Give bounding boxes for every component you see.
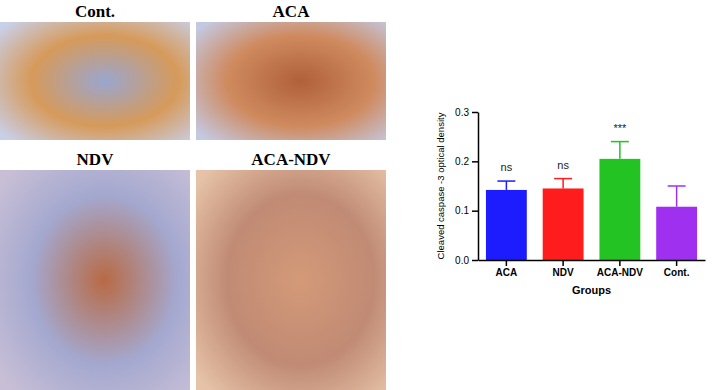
micrograph xyxy=(0,22,190,140)
error-bar xyxy=(554,179,572,189)
error-bar xyxy=(497,181,515,190)
x-tick-mark xyxy=(619,260,621,266)
y-tick-label: 0.0 xyxy=(455,255,469,266)
y-tick-label: 0.2 xyxy=(455,156,469,167)
x-tick: ACA-NDV xyxy=(597,260,643,278)
significance-label: *** xyxy=(613,122,627,134)
x-axis-title: Groups xyxy=(572,284,611,296)
x-tick: ACA xyxy=(496,260,518,278)
y-axis: 0.0 0.1 0.2 0.3 xyxy=(455,107,478,266)
bar xyxy=(599,159,640,260)
error-whisker xyxy=(619,142,621,159)
y-tick: 0.0 xyxy=(455,255,478,266)
x-tick-mark xyxy=(562,260,564,266)
panel-label: NDV xyxy=(77,150,115,169)
y-tick-mark xyxy=(472,210,478,212)
x-tick-mark xyxy=(506,260,508,266)
micrograph xyxy=(196,22,386,140)
x-tick: NDV xyxy=(553,260,574,278)
x-tick-label: NDV xyxy=(553,267,574,278)
x-tick: Cont. xyxy=(664,260,690,278)
plot-area xyxy=(486,142,697,260)
panel-label: Cont. xyxy=(75,2,115,21)
x-axis: ACA NDV ACA-NDV Cont. xyxy=(479,260,706,278)
y-tick: 0.2 xyxy=(455,156,478,167)
bar xyxy=(486,190,527,260)
x-tick-label: Cont. xyxy=(664,267,690,278)
error-cap xyxy=(668,185,686,187)
y-axis-title: Cleaved caspase -3 optical density xyxy=(435,112,446,259)
error-whisker xyxy=(676,186,678,207)
figure: Cont. ACA NDV ACA-NDV ns ns *** 0.0 0.1 0.2 0.3 ACA… xyxy=(0,0,725,390)
micrograph xyxy=(196,170,386,390)
error-cap xyxy=(611,141,629,143)
bar xyxy=(543,188,584,260)
panel-label: ACA xyxy=(273,2,311,21)
micrograph xyxy=(0,170,190,390)
x-axis-line xyxy=(479,260,706,262)
y-axis-line xyxy=(478,113,480,261)
error-cap xyxy=(554,178,572,180)
x-tick-mark xyxy=(676,260,678,266)
bar xyxy=(656,207,697,260)
y-tick-label: 0.1 xyxy=(455,205,469,216)
y-tick-mark xyxy=(472,161,478,163)
error-whisker xyxy=(562,179,564,189)
error-whisker xyxy=(506,181,508,190)
x-tick-label: ACA xyxy=(496,267,518,278)
error-bar xyxy=(611,142,629,159)
significance-label: ns xyxy=(501,161,513,173)
y-tick-mark xyxy=(472,260,478,262)
significance-label: ns xyxy=(557,159,569,171)
y-tick: 0.1 xyxy=(455,205,478,216)
y-tick: 0.3 xyxy=(455,107,478,118)
y-tick-mark xyxy=(472,112,478,114)
error-cap xyxy=(497,180,515,182)
error-bar xyxy=(668,186,686,207)
x-tick-label: ACA-NDV xyxy=(597,267,643,278)
y-tick-label: 0.3 xyxy=(455,107,469,118)
panel-label: ACA-NDV xyxy=(251,150,331,169)
